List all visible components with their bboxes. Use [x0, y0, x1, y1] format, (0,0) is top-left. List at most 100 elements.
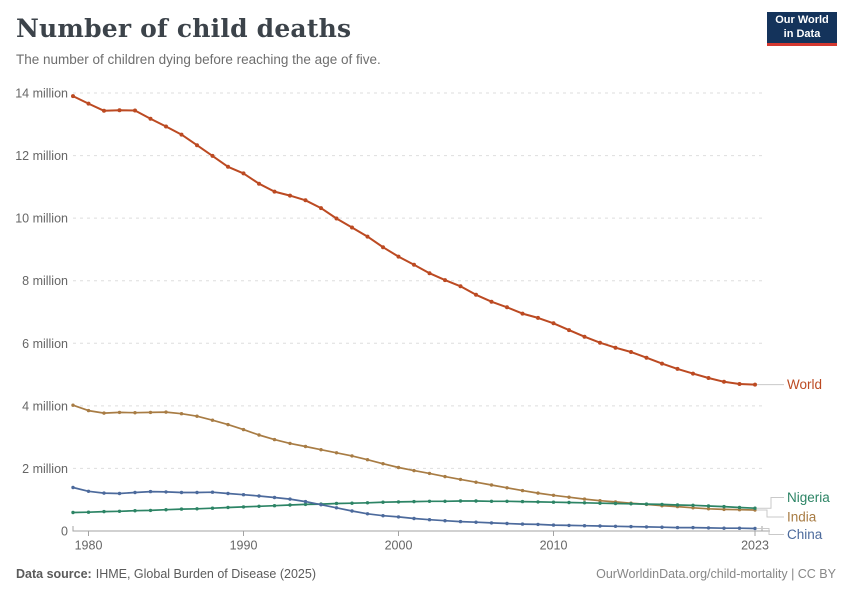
data-point-india	[334, 451, 339, 455]
data-point-nigeria	[133, 509, 137, 513]
series-label-china[interactable]: China	[787, 527, 823, 542]
series-label-world[interactable]: World	[787, 377, 822, 392]
data-point-china	[644, 525, 649, 529]
data-point-nigeria	[582, 501, 587, 505]
data-point-china	[675, 525, 680, 530]
data-point-nigeria	[195, 507, 199, 511]
data-point-world	[365, 234, 370, 239]
data-point-world	[412, 262, 416, 267]
data-point-world	[334, 216, 339, 221]
data-point-nigeria	[675, 503, 680, 507]
footer-link[interactable]: OurWorldinData.org/child-mortality | CC …	[596, 567, 836, 581]
data-point-china	[412, 516, 416, 521]
data-point-world	[536, 315, 540, 320]
data-point-india	[567, 495, 571, 499]
data-point-nigeria	[458, 499, 463, 503]
data-point-india	[489, 483, 494, 487]
data-point-china	[381, 514, 385, 518]
data-point-nigeria	[427, 499, 432, 503]
data-point-world	[272, 189, 277, 194]
data-point-world	[443, 278, 447, 283]
data-point-china	[86, 489, 91, 493]
data-point-india	[133, 411, 137, 415]
y-tick-label: 14 million	[15, 87, 68, 101]
data-point-china	[489, 521, 494, 525]
chart-footer: Data source: IHME, Global Burden of Disea…	[16, 567, 836, 581]
data-point-nigeria	[613, 501, 618, 506]
data-point-china	[117, 491, 122, 496]
data-point-nigeria	[412, 499, 416, 504]
data-point-india	[458, 477, 463, 482]
data-point-india	[288, 441, 292, 446]
data-point-world	[303, 198, 308, 203]
data-point-nigeria	[226, 505, 230, 510]
data-point-world	[71, 94, 75, 99]
x-tick-label: 2000	[385, 539, 413, 553]
data-point-india	[210, 418, 215, 422]
data-point-world	[613, 345, 618, 350]
chart-subtitle: The number of children dying before reac…	[16, 52, 381, 67]
data-point-nigeria	[272, 504, 277, 508]
owid-logo[interactable]: Our World in Data	[767, 12, 837, 46]
data-point-world	[567, 328, 571, 333]
x-tick-label: 1980	[75, 539, 103, 553]
data-point-china	[458, 519, 463, 524]
data-point-world	[722, 379, 726, 384]
data-point-nigeria	[86, 510, 91, 514]
data-point-india	[102, 411, 106, 415]
data-point-china	[334, 506, 339, 510]
data-point-nigeria	[629, 502, 633, 506]
data-point-nigeria	[303, 502, 308, 507]
data-point-nigeria	[660, 502, 664, 507]
data-point-world	[226, 164, 230, 169]
data-point-world	[164, 124, 168, 129]
data-point-india	[396, 465, 401, 470]
logo-line2: in Data	[783, 27, 821, 40]
series-label-india[interactable]: India	[787, 510, 817, 525]
y-tick-label: 8 million	[22, 274, 68, 288]
data-point-world	[257, 181, 261, 186]
data-point-india	[86, 408, 91, 413]
data-point-world	[381, 245, 385, 250]
data-point-world	[133, 108, 137, 113]
x-tick-label: 1990	[230, 539, 258, 553]
data-point-china	[567, 523, 571, 528]
data-point-india	[117, 410, 122, 415]
series-line-world	[72, 95, 756, 386]
y-tick-label: 2 million	[22, 462, 68, 476]
chart-header: Number of child deaths The number of chi…	[16, 14, 381, 67]
data-point-world	[179, 132, 184, 137]
data-point-world	[737, 382, 742, 386]
data-point-india	[272, 437, 277, 442]
data-point-nigeria	[737, 505, 742, 510]
data-point-world	[753, 382, 757, 387]
data-point-nigeria	[520, 499, 525, 504]
series-label-nigeria[interactable]: Nigeria	[787, 490, 830, 505]
logo-line1: Our World	[775, 13, 829, 26]
data-point-china	[350, 509, 354, 513]
data-point-india	[582, 497, 587, 501]
data-point-china	[753, 526, 757, 531]
data-point-nigeria	[334, 501, 339, 506]
data-point-china	[474, 520, 478, 524]
data-point-china	[551, 523, 556, 527]
data-point-nigeria	[117, 509, 122, 513]
data-point-india	[319, 448, 323, 452]
data-point-world	[505, 305, 509, 310]
data-point-nigeria	[644, 502, 649, 506]
data-point-china	[226, 491, 230, 496]
data-point-india	[598, 499, 602, 503]
label-connector-india	[757, 509, 784, 518]
label-connector-china	[757, 528, 784, 535]
data-point-india	[536, 491, 540, 495]
data-point-nigeria	[71, 510, 75, 515]
y-tick-label: 4 million	[22, 399, 68, 413]
data-point-nigeria	[474, 499, 478, 503]
data-point-india	[226, 422, 230, 427]
data-point-india	[71, 403, 75, 407]
data-point-nigeria	[489, 499, 494, 503]
data-point-world	[598, 340, 602, 345]
data-point-world	[195, 143, 199, 148]
data-point-china	[319, 503, 323, 507]
data-point-china	[582, 524, 587, 528]
